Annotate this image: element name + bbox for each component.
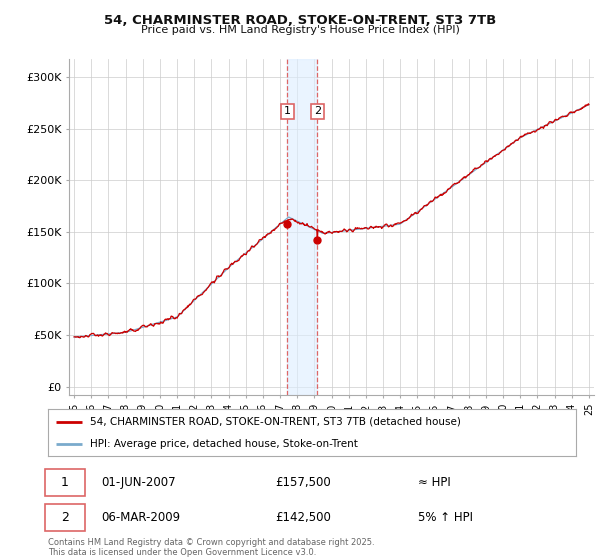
Text: £157,500: £157,500	[275, 476, 331, 489]
Text: Price paid vs. HM Land Registry's House Price Index (HPI): Price paid vs. HM Land Registry's House …	[140, 25, 460, 35]
Text: HPI: Average price, detached house, Stoke-on-Trent: HPI: Average price, detached house, Stok…	[90, 438, 358, 449]
Text: 2: 2	[314, 106, 321, 116]
Text: 1: 1	[284, 106, 291, 116]
Text: 01-JUN-2007: 01-JUN-2007	[101, 476, 175, 489]
Bar	[287, 59, 317, 395]
FancyBboxPatch shape	[46, 503, 85, 531]
Text: 1: 1	[61, 476, 69, 489]
Text: 5% ↑ HPI: 5% ↑ HPI	[418, 511, 473, 524]
Text: 54, CHARMINSTER ROAD, STOKE-ON-TRENT, ST3 7TB (detached house): 54, CHARMINSTER ROAD, STOKE-ON-TRENT, ST…	[90, 417, 461, 427]
Text: 54, CHARMINSTER ROAD, STOKE-ON-TRENT, ST3 7TB: 54, CHARMINSTER ROAD, STOKE-ON-TRENT, ST…	[104, 14, 496, 27]
Text: ≈ HPI: ≈ HPI	[418, 476, 451, 489]
Text: 06-MAR-2009: 06-MAR-2009	[101, 511, 180, 524]
FancyBboxPatch shape	[46, 469, 85, 496]
Text: £142,500: £142,500	[275, 511, 331, 524]
Text: 2: 2	[61, 511, 69, 524]
Text: Contains HM Land Registry data © Crown copyright and database right 2025.
This d: Contains HM Land Registry data © Crown c…	[48, 538, 374, 557]
